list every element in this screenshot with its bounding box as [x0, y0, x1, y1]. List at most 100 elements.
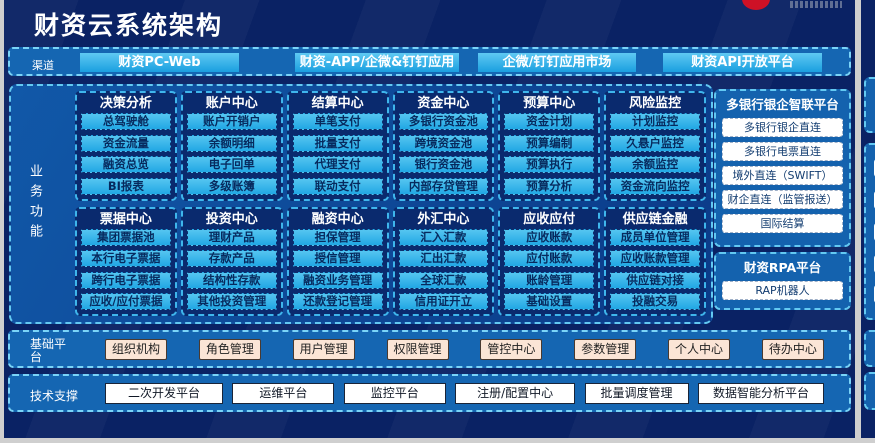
tech-support-item: 运维平台	[232, 382, 335, 404]
module-item: 担保管理	[292, 228, 383, 246]
module-item: 跨行电子票据	[81, 271, 171, 289]
module-item: 多级账簿	[186, 177, 277, 195]
tech-support-items: 二次开发平台 运维平台 监控平台 注册/配置中心 批量调度管理 数据智能分析平台	[105, 376, 824, 410]
bank-connect-title: 多银行银企智联平台	[726, 97, 839, 112]
module-item: 基础设置	[504, 293, 595, 310]
module-item: 银行资金池	[398, 156, 489, 173]
module-item: 理财产品	[186, 228, 277, 246]
base-platform-label: 基础平台	[30, 337, 67, 364]
module-title: 投资中心	[205, 211, 258, 227]
sliver-box	[864, 143, 875, 320]
bank-connect-item: 境外直连（SWIFT）	[722, 166, 843, 185]
base-platform-items: 组织机构 角色管理 用户管理 权限管理 管控中心 参数管理 个人中心 待办中心	[105, 332, 824, 366]
channels-band: 渠道 财资PC-Web 财资-APP/企微&钉钉应用 企微/钉钉应用市场 财资API开…	[8, 47, 851, 76]
bank-connect-item: 多银行电票直连	[722, 142, 843, 161]
base-platform-item: 角色管理	[198, 338, 261, 360]
module-item: 代理支付	[292, 156, 383, 173]
module-item: 汇出汇款	[398, 250, 489, 267]
module-item: 应收账款	[504, 228, 595, 246]
rpa-item: RAP机器人	[722, 281, 843, 300]
module-item: 余额监控	[610, 156, 700, 173]
rpa-title: 财资RPA平台	[743, 260, 822, 275]
module-title: 决策分析	[99, 96, 152, 111]
module-item: 投融交易	[610, 293, 700, 310]
module-title: 应收应付	[523, 211, 576, 227]
module-item: 电子回单	[186, 156, 277, 173]
module-card: 决策分析总驾驶舱资金流量融资总览 BI报表	[75, 91, 177, 201]
module-title: 融资中心	[311, 211, 364, 227]
viewport-edge	[0, 0, 4, 443]
logo-icon	[742, 0, 770, 10]
module-title: 票据中心	[99, 211, 152, 227]
module-item-list: 多银行资金池 跨境资金池 银行资金池 内部存贷管理	[398, 113, 489, 195]
module-item: 成员单位管理	[610, 228, 700, 246]
tech-support-label: 技术支撑	[30, 389, 79, 403]
adjacent-slide-sliver	[861, 0, 875, 438]
module-item: 其他投资管理	[186, 293, 277, 310]
tech-support-item: 注册/配置中心	[455, 382, 576, 404]
module-item: 应收/应付票据	[81, 293, 171, 310]
module-item-list: 应收账款 应付账款 账龄管理 基础设置	[504, 228, 595, 310]
base-platform-item: 参数管理	[574, 338, 637, 360]
base-platform-item: 个人中心	[668, 338, 731, 360]
module-item: 融资总览	[81, 156, 171, 173]
module-item: 跨境资金池	[398, 134, 489, 152]
module-item: 多银行资金池	[398, 113, 489, 130]
tech-support-item: 二次开发平台	[105, 382, 223, 404]
sliver-box	[864, 77, 875, 133]
module-card: 供应链金融 成员单位管理 应收账款管理 供应链对接 投融交易	[604, 206, 706, 316]
sliver-box	[864, 330, 875, 367]
module-item: 资金计划	[504, 113, 595, 130]
module-title: 外汇中心	[417, 211, 470, 227]
module-item: 账户开销户	[186, 113, 277, 130]
module-item: 汇入汇款	[398, 228, 489, 246]
module-item: 授信管理	[292, 250, 383, 267]
module-card: 融资中心 担保管理 授信管理 融资业务管理 还款登记管理	[286, 206, 389, 316]
module-item: 资金流向监控	[610, 177, 700, 195]
module-item-list: 计划监控 久悬户监控 余额监控 资金流向监控	[610, 113, 700, 195]
channel-button: 财资-APP/企微&钉钉应用	[295, 53, 459, 72]
bank-connect-items: 多银行银企直连 多银行电票直连 境外直连（SWIFT） 财企直连（监管报送） 国际结算	[716, 118, 849, 233]
module-title: 结算中心	[311, 96, 364, 111]
module-item-list: 单笔支付 批量支付 代理支付 联动支付	[292, 113, 383, 195]
module-item: 存款产品	[186, 250, 277, 267]
logo-text	[790, 1, 842, 8]
module-item: 单笔支付	[292, 113, 383, 130]
module-item: 预算执行	[504, 156, 595, 173]
module-item-list: 账户开销户 余额明细 电子回单 多级账簿	[186, 113, 277, 195]
module-item: 全球汇款	[398, 271, 489, 289]
module-card: 预算中心 资金计划 预算编制 预算执行 预算分析	[498, 91, 601, 201]
tech-support-band: 技术支撑 二次开发平台 运维平台 监控平台 注册/配置中心 批量调度管理 数据智能分析平台	[8, 374, 851, 412]
base-platform-item: 权限管理	[386, 338, 449, 360]
tech-support-item: 批量调度管理	[584, 382, 689, 404]
module-item-list: 理财产品 存款产品 结构性存款 其他投资管理	[186, 228, 277, 310]
architecture-slide: 财资云系统架构 渠道 财资PC-Web 财资-APP/企微&钉钉应用 企微/钉钉应用…	[4, 0, 855, 438]
module-item: BI报表	[81, 177, 171, 195]
module-item-list: 资金计划预算编制预算执行预算分析	[504, 113, 595, 195]
sliver-box	[864, 372, 875, 410]
module-item: 预算编制	[504, 134, 595, 152]
module-card: 外汇中心 汇入汇款汇出汇款全球汇款信用证开立	[392, 206, 495, 316]
module-item: 资金流量	[81, 134, 171, 152]
base-platform-item: 用户管理	[292, 338, 355, 360]
bank-connect-panel: 多银行银企智联平台 多银行银企直连 多银行电票直连 境外直连（SWIFT） 财企直连（…	[714, 89, 851, 247]
module-card: 投资中心 理财产品 存款产品 结构性存款 其他投资管理	[180, 206, 283, 316]
module-item-list: 总驾驶舱资金流量融资总览 BI报表	[81, 113, 171, 195]
module-item: 信用证开立	[398, 293, 489, 310]
module-grid: 决策分析 总驾驶舱 资金流量 融资总览 BI报表 账户中心 账户开销户 余额明细 电子回单 多级账…	[75, 91, 706, 316]
module-item: 预算分析	[504, 177, 595, 195]
module-card: 账户中心 账户开销户 余额明细 电子回单 多级账簿	[180, 91, 283, 201]
module-item-list: 集团票据池 本行电子票据 跨行电子票据 应收/应付票据	[81, 228, 171, 310]
bank-connect-item: 多银行银企直连	[722, 118, 843, 137]
module-item: 总驾驶舱	[81, 113, 171, 130]
business-functions-panel: 业务功能 决策分析 总驾驶舱 资金流量 融资总览 BI报表 账户中心 账户开销户 余额明细 电子…	[9, 84, 713, 324]
module-title: 资金中心	[417, 96, 470, 111]
module-title: 风险监控	[629, 96, 682, 111]
module-item: 联动支付	[292, 177, 383, 195]
rpa-items: RAP机器人	[716, 281, 849, 300]
module-card: 票据中心 集团票据池 本行电子票据 跨行电子票据 应收/应付票据	[75, 206, 177, 316]
module-item: 供应链对接	[610, 271, 700, 289]
rpa-panel: 财资RPA平台 RAP机器人	[714, 252, 851, 310]
module-card: 应收应付 应收账款 应付账款 账龄管理 基础设置	[498, 206, 601, 316]
module-item: 本行电子票据	[81, 250, 171, 267]
